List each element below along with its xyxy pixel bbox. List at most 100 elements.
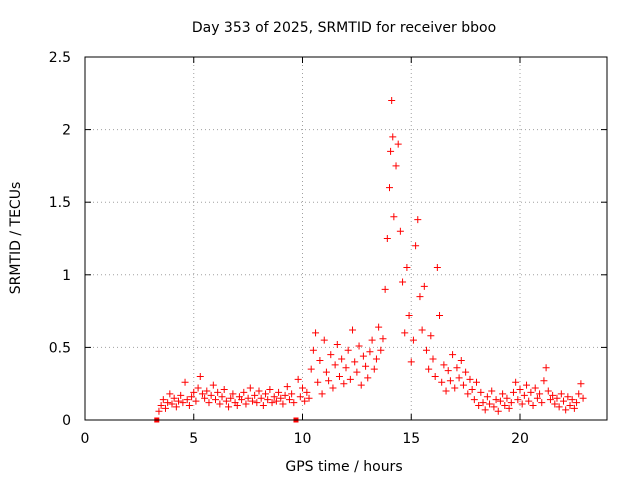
x-tick-labels: 0 5 10 15 20: [81, 431, 529, 447]
data-point: [362, 362, 370, 370]
data-point: [299, 384, 306, 392]
data-point: [325, 377, 333, 385]
data-point: [390, 213, 398, 221]
data-point: [483, 393, 491, 401]
data-point: [262, 390, 270, 398]
x-tick-label: 20: [511, 431, 529, 447]
data-point: [470, 396, 478, 404]
data-point: [516, 386, 524, 394]
data-point: [181, 378, 189, 386]
data-point: [436, 311, 444, 319]
data-point: [229, 390, 237, 398]
data-point: [468, 386, 476, 394]
data-point: [407, 358, 415, 366]
data-point: [536, 390, 544, 398]
data-points: [154, 97, 587, 423]
data-point: [388, 97, 396, 105]
x-axis-label: GPS time / hours: [285, 459, 402, 475]
data-point: [520, 391, 528, 399]
data-point: [379, 335, 387, 343]
data-point: [414, 216, 422, 224]
data-point: [523, 381, 531, 389]
data-point: [518, 400, 526, 408]
data-point: [418, 326, 426, 334]
data-point: [314, 378, 322, 386]
data-point: [185, 401, 193, 409]
x-tick-label: 5: [189, 431, 198, 447]
data-point: [481, 406, 489, 414]
data-point: [342, 364, 350, 372]
data-point: [389, 133, 397, 141]
data-point: [383, 235, 391, 242]
data-point: [240, 388, 248, 396]
data-point: [172, 403, 180, 411]
data-point: [412, 242, 420, 250]
data-point: [279, 400, 287, 408]
y-tick-label: 0.5: [49, 340, 71, 356]
y-axis-label: SRMTID / TECUs: [8, 182, 24, 295]
data-point: [368, 336, 376, 344]
data-point: [157, 401, 165, 409]
data-point: [562, 406, 570, 414]
data-point: [427, 332, 435, 340]
data-point: [316, 356, 324, 364]
data-point: [203, 387, 211, 395]
data-point: [209, 381, 217, 389]
chart-title: Day 353 of 2025, SRMTID for receiver bbo…: [192, 20, 496, 36]
data-point: [496, 397, 504, 405]
data-point: [366, 348, 374, 356]
data-point: [201, 394, 209, 402]
data-point: [553, 394, 561, 402]
data-point: [216, 400, 224, 408]
data-point: [353, 368, 361, 376]
data-point: [399, 278, 407, 286]
data-point: [183, 396, 191, 404]
x-tick-label: 15: [402, 431, 420, 447]
data-point: [507, 399, 515, 407]
data-point: [166, 390, 174, 398]
data-point: [351, 358, 359, 366]
data-point: [327, 351, 335, 359]
data-point: [509, 388, 517, 396]
data-point: [577, 380, 585, 388]
data-point: [433, 264, 441, 272]
data-point: [455, 374, 463, 382]
data-point: [190, 388, 198, 396]
data-point: [244, 394, 252, 402]
data-point: [514, 396, 522, 404]
data-point: [538, 399, 546, 407]
data-point: [540, 377, 548, 385]
data-point: [401, 329, 409, 337]
data-point: [218, 393, 226, 401]
data-point: [248, 397, 256, 405]
data-point: [492, 396, 500, 404]
data-point: [198, 390, 206, 398]
data-point: [431, 372, 439, 380]
data-point: [307, 365, 315, 373]
data-point: [281, 391, 289, 399]
data-point: [294, 375, 302, 383]
data-point: [331, 361, 339, 369]
data-point: [233, 401, 241, 409]
data-point: [253, 399, 261, 407]
data-point: [320, 336, 328, 344]
data-point: [177, 391, 185, 399]
data-point: [259, 401, 267, 409]
data-point: [464, 390, 472, 398]
data-point: [573, 399, 581, 407]
data-point: [392, 162, 400, 170]
data-point: [322, 368, 330, 376]
data-point: [403, 264, 411, 272]
data-point: [381, 285, 389, 293]
data-point: [488, 387, 496, 395]
data-point: [394, 140, 402, 148]
data-point: [568, 396, 576, 404]
data-point: [564, 393, 572, 401]
data-point: [196, 372, 204, 380]
x-tick-label: 0: [81, 431, 90, 447]
data-point: [557, 390, 565, 398]
data-point: [377, 346, 385, 354]
y-tick-label: 2: [62, 123, 71, 139]
data-point: [340, 380, 348, 388]
